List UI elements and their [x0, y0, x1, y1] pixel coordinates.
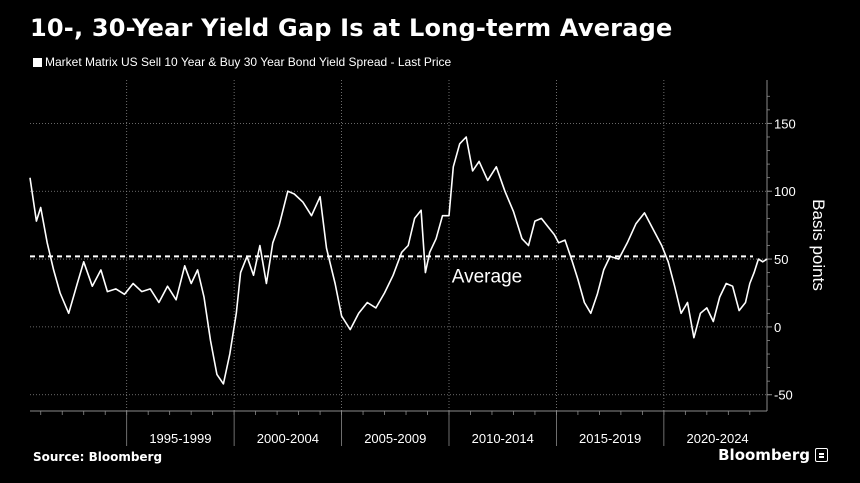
bloomberg-terminal-icon: [815, 448, 828, 462]
y-tick-label: 100: [774, 184, 796, 199]
spread-series-line: [29, 136, 768, 385]
x-tick-label: 1995-1999: [149, 431, 211, 446]
x-tick-label: 2020-2024: [686, 431, 748, 446]
legend-swatch: [33, 57, 42, 67]
x-tick-label: 2015-2019: [579, 431, 641, 446]
x-tick-label: 2005-2009: [364, 431, 426, 446]
y-tick-label: -50: [774, 388, 793, 403]
legend: Market Matrix US Sell 10 Year & Buy 30 Y…: [33, 55, 451, 69]
chart-title: 10-, 30-Year Yield Gap Is at Long-term A…: [30, 14, 673, 42]
source-note: Source: Bloomberg: [33, 450, 163, 464]
brand-logo: Bloomberg: [718, 446, 828, 464]
y-axis-title: Basis points: [809, 199, 828, 291]
average-label: Average: [452, 266, 522, 287]
y-tick-label: 150: [774, 116, 796, 131]
y-tick-label: 50: [774, 252, 788, 267]
x-tick-label: 2010-2014: [472, 431, 534, 446]
brand-name: Bloomberg: [718, 446, 810, 464]
x-tick-label: 2000-2004: [257, 431, 319, 446]
legend-label: Market Matrix US Sell 10 Year & Buy 30 Y…: [45, 55, 452, 69]
y-tick-label: 0: [774, 320, 781, 335]
